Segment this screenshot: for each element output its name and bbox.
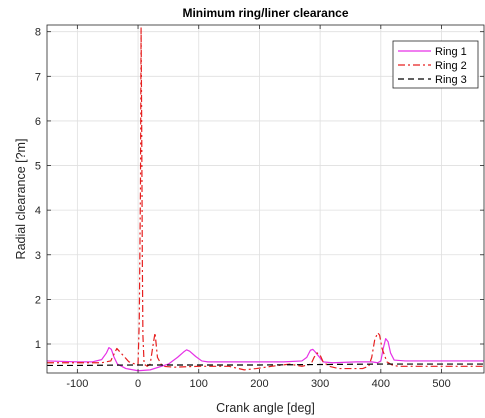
x-tick-label: 500 bbox=[432, 378, 450, 390]
series-line-3 bbox=[47, 363, 484, 367]
y-tick-label: 6 bbox=[35, 116, 41, 128]
y-tick-label: 2 bbox=[35, 294, 41, 306]
ticks: -100 0 100 200 300 400 500 1 2 3 4 5 6 7 8 bbox=[35, 25, 484, 390]
x-tick-label: 300 bbox=[311, 378, 329, 390]
y-tick-label: 8 bbox=[35, 27, 41, 39]
y-tick-label: 3 bbox=[35, 250, 41, 262]
x-tick-label: 100 bbox=[190, 378, 208, 390]
x-tick-label: -100 bbox=[66, 378, 88, 390]
legend-box bbox=[392, 40, 479, 89]
legend-label-3: Ring 3 bbox=[435, 74, 467, 86]
grid bbox=[47, 25, 484, 373]
y-axis-label: Radial clearance [?m] bbox=[14, 139, 28, 260]
x-tick-label: 0 bbox=[135, 378, 141, 390]
legend-label-1: Ring 1 bbox=[435, 46, 467, 58]
y-tick-label: 1 bbox=[35, 339, 41, 351]
x-axis-label: Crank angle [deg] bbox=[216, 401, 315, 415]
legend-label-2: Ring 2 bbox=[435, 60, 467, 72]
y-tick-label: 4 bbox=[35, 205, 41, 217]
legend: Ring 1 Ring 2 Ring 3 bbox=[392, 40, 479, 89]
y-tick-label: 7 bbox=[35, 71, 41, 83]
chart-title: Minimum ring/liner clearance bbox=[182, 6, 348, 20]
axes-frame bbox=[46, 24, 485, 374]
series-line-2 bbox=[47, 26, 484, 371]
x-tick-label: 200 bbox=[250, 378, 268, 390]
series-layer bbox=[47, 26, 484, 372]
y-tick-label: 5 bbox=[35, 161, 41, 173]
x-tick-label: 400 bbox=[372, 378, 390, 390]
